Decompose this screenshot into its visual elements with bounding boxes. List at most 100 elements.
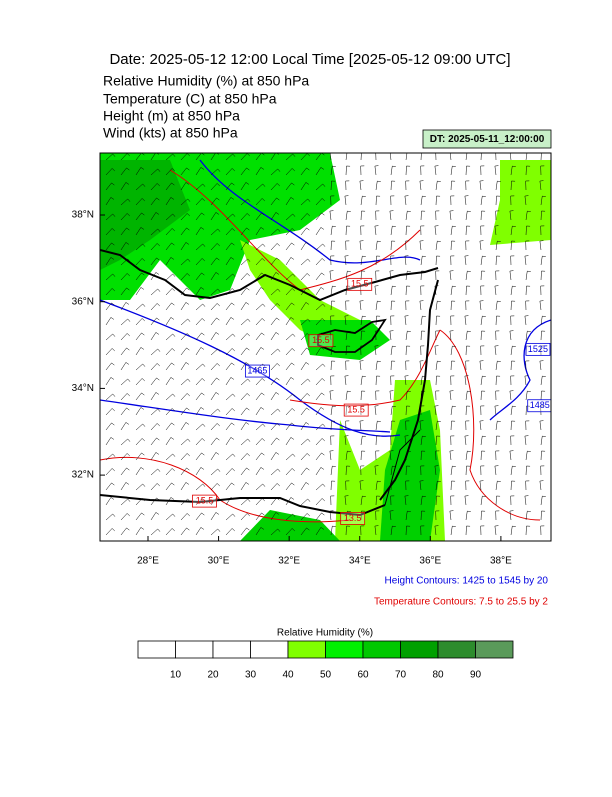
coastline — [100, 494, 386, 517]
wind-barb — [255, 378, 265, 386]
wind-barb — [465, 153, 468, 161]
wind-barb — [540, 525, 545, 536]
wind-barb — [225, 408, 235, 416]
wind-barb — [480, 405, 485, 416]
wind-barb — [315, 452, 325, 461]
wind-barb — [285, 422, 295, 431]
wind-barb — [210, 437, 220, 446]
wind-barb — [120, 513, 130, 521]
wind-barb — [465, 345, 471, 356]
wind-barb — [465, 420, 470, 431]
wind-barb — [524, 375, 529, 386]
wind-barb — [300, 213, 310, 221]
wind-barb — [195, 483, 206, 491]
wind-barb — [480, 285, 485, 296]
wind-barb — [509, 390, 514, 401]
wind-barb — [360, 390, 366, 401]
wind-barb — [105, 317, 115, 326]
wind-barb — [240, 333, 250, 341]
wind-barb — [105, 348, 115, 356]
wind-barb — [345, 360, 350, 371]
wind-barb — [105, 437, 115, 446]
wind-barb — [480, 165, 485, 176]
wind-barb — [495, 360, 501, 371]
wind-barb — [539, 240, 544, 251]
wind-barb — [390, 495, 395, 506]
wind-barb — [330, 465, 336, 476]
wind-barb — [450, 480, 456, 491]
wind-barb — [225, 453, 236, 461]
wind-barb — [285, 288, 295, 296]
wind-barb — [120, 318, 131, 326]
wind-barb — [195, 167, 205, 176]
wind-barb — [330, 375, 335, 386]
wind-barb — [450, 420, 456, 431]
wind-barb — [270, 243, 280, 251]
wind-barb — [345, 210, 351, 221]
wind-barb — [210, 197, 220, 206]
wind-barb — [315, 498, 325, 506]
wind-barb — [374, 345, 379, 356]
wind-barb — [135, 467, 145, 476]
wind-barb — [105, 468, 115, 476]
wind-barb — [135, 407, 145, 416]
height-contour — [489, 319, 551, 421]
wind-barb — [464, 255, 469, 266]
wind-barb — [105, 168, 115, 176]
wind-barb — [150, 452, 160, 461]
wind-barb — [210, 348, 221, 356]
wind-barb — [495, 255, 501, 266]
wind-barb — [524, 435, 529, 446]
wind-barb — [450, 180, 456, 191]
wind-barb — [285, 228, 295, 236]
wind-barb — [195, 183, 206, 191]
wind-barb — [465, 270, 471, 281]
wind-barb — [375, 510, 380, 521]
wind-barb — [300, 527, 310, 536]
wind-barb — [120, 333, 130, 341]
wind-barb — [404, 375, 409, 386]
wind-barb — [480, 270, 486, 281]
wind-barb — [195, 318, 205, 326]
wind-barb — [345, 390, 351, 401]
wind-barb — [390, 405, 396, 416]
wind-barb — [435, 315, 441, 326]
wind-barb — [210, 168, 221, 176]
wind-barb — [345, 450, 351, 461]
wind-barb — [285, 408, 295, 416]
wind-barb — [479, 180, 484, 191]
header-line: Temperature (C) at 850 hPa — [103, 91, 277, 107]
wind-barb — [300, 347, 310, 356]
wind-barb — [210, 288, 221, 296]
wind-barb — [120, 167, 130, 176]
wind-barb — [375, 153, 377, 161]
wind-barb — [450, 375, 455, 386]
wind-barb — [225, 197, 235, 206]
wind-barb — [285, 257, 295, 266]
wind-barb — [315, 198, 325, 206]
wind-barb — [435, 300, 441, 311]
wind-barb — [449, 270, 454, 281]
wind-barb — [360, 405, 365, 416]
wind-barb — [255, 153, 265, 161]
wind-barb — [479, 360, 484, 371]
wind-barb — [195, 512, 205, 521]
wind-barb — [300, 287, 310, 296]
wind-barb — [135, 423, 146, 431]
height-note: Height Contours: 1425 to 1545 by 20 — [385, 576, 549, 587]
wind-barb — [165, 377, 175, 386]
wind-barb — [359, 420, 364, 431]
wind-barb — [315, 378, 325, 386]
wind-barb — [105, 273, 116, 281]
wind-barb — [210, 468, 221, 476]
wind-barb — [330, 240, 336, 251]
wind-barb — [300, 467, 310, 476]
wind-barb — [479, 420, 484, 431]
wind-barb — [539, 420, 544, 431]
wind-barb — [165, 513, 176, 521]
colorbar-label: 80 — [432, 670, 444, 681]
wind-barb — [300, 258, 311, 266]
wind-barb — [435, 210, 440, 221]
wind-barb — [225, 302, 235, 311]
